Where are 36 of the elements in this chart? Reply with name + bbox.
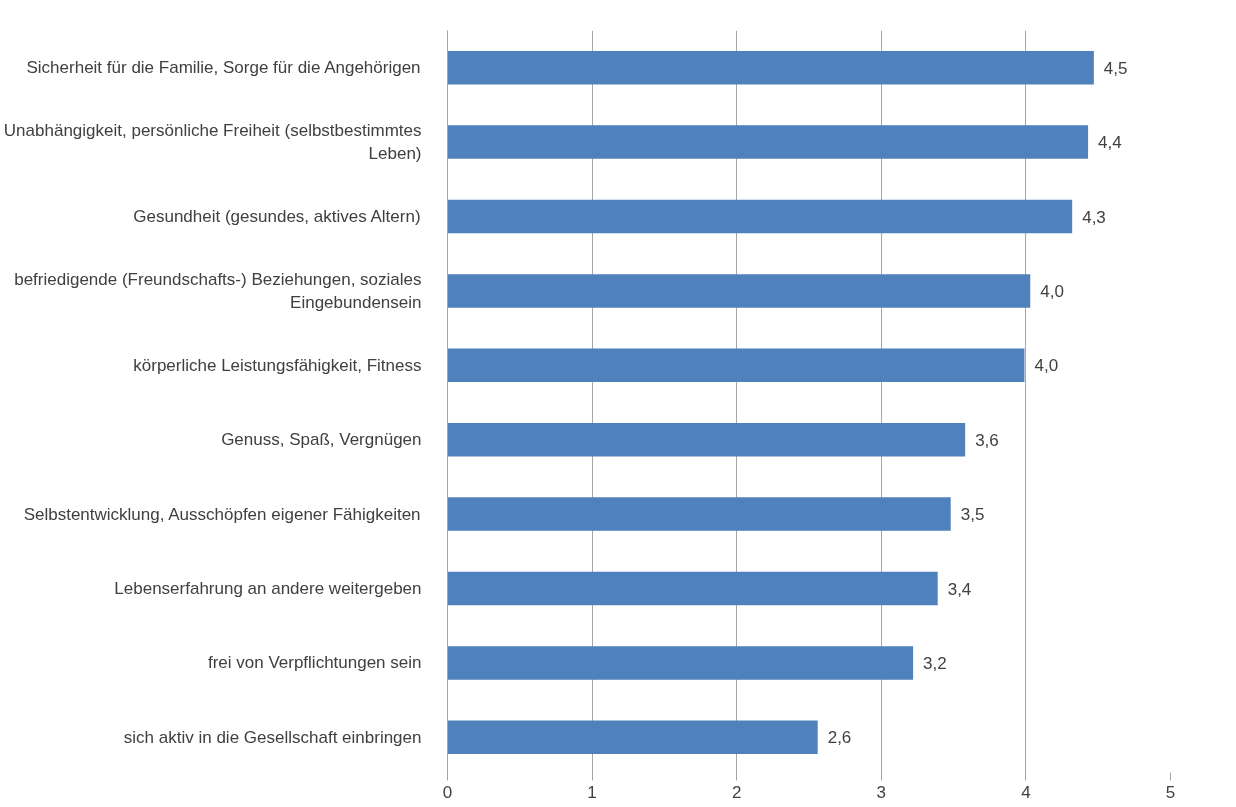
y-tick-label: sich aktiv in die Gesellschaft einbringen (123, 727, 422, 747)
data-label: 3,2 (923, 653, 947, 673)
bar (447, 125, 1089, 159)
y-tick-label: frei von Verpflichtungen sein (207, 653, 422, 673)
y-tick-label: Selbstentwicklung, Ausschöpfen eigener Fähigkeiten (23, 504, 421, 524)
y-tick-label: befriedigende (Freundschafts-) Beziehungen, soziales Eingebundensein (14, 270, 422, 312)
y-tick-label: Unabhängigkeit, persönliche Freiheit (selbstbestimmtes Leben) (3, 121, 422, 163)
y-tick-label: Gesundheit (gesundes, aktives Altern) (133, 207, 421, 226)
y-tick-label: Sicherheit für die Familie, Sorge für die Angehörigen (26, 58, 421, 78)
bar (447, 50, 1094, 85)
bar (447, 646, 914, 680)
x-tick-label: 1 (587, 782, 597, 802)
data-label: 4,5 (1103, 58, 1128, 78)
y-tick-label: körperliche Leistungsfähigkeit, Fitness (133, 355, 422, 375)
bar (447, 199, 1073, 234)
data-label: 3,6 (975, 430, 999, 450)
bar (447, 274, 1031, 308)
data-label: 4,0 (1040, 281, 1064, 301)
data-label: 3,5 (960, 505, 985, 525)
data-label: 2,6 (827, 728, 852, 748)
x-tick-label: 2 (731, 782, 742, 802)
data-label: 3,4 (947, 579, 972, 599)
x-tick-label: 0 (442, 782, 453, 802)
bar (447, 348, 1025, 383)
bar (447, 422, 966, 457)
data-label: 4,3 (1082, 207, 1106, 227)
x-tick-label: 3 (876, 782, 887, 802)
bar (447, 571, 938, 606)
x-tick-label: 4 (1021, 782, 1031, 802)
bar (447, 720, 818, 755)
data-label: 4,0 (1034, 356, 1059, 376)
data-label: 4,4 (1098, 133, 1122, 153)
y-tick-label: Genuss, Spaß, Vergnügen (221, 430, 422, 450)
y-tick-label: Lebenserfahrung an andere weitergeben (114, 579, 422, 598)
x-tick-label: 5 (1165, 782, 1176, 802)
bar (447, 497, 951, 531)
